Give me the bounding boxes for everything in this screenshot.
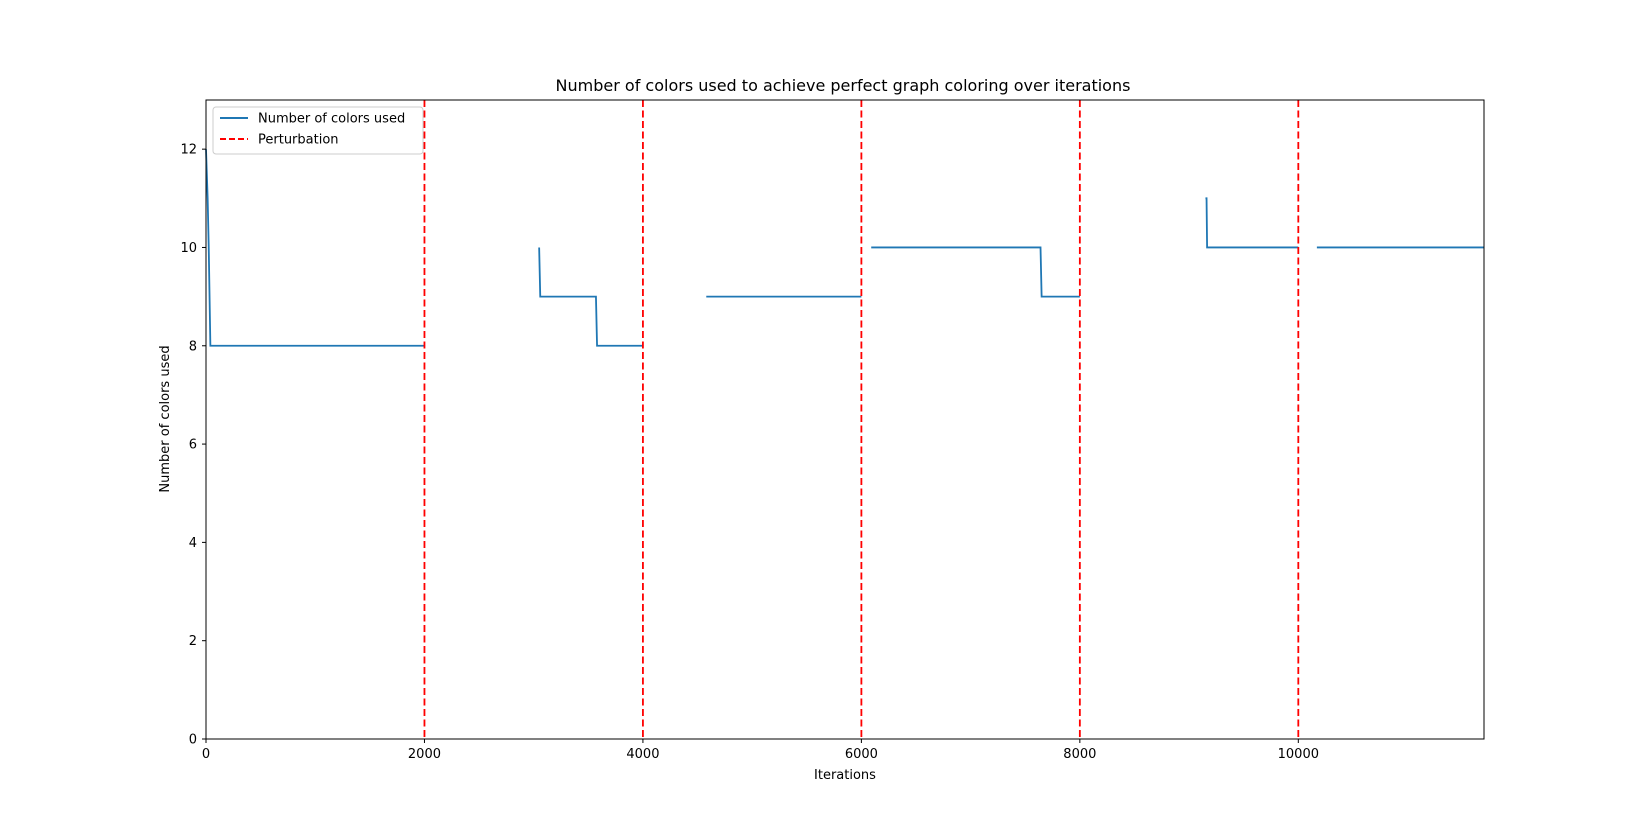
series-line-segment-4 [871, 246, 1080, 298]
perturbation-layer [423, 100, 1300, 739]
series-line-segment-1 [205, 149, 425, 347]
legend-label-colors-used: Number of colors used [258, 112, 405, 127]
x-tick-label: 0 [202, 747, 210, 762]
x-tick-label: 8000 [1063, 747, 1096, 762]
chart-title: Number of colors used to achieve perfect… [556, 76, 1131, 95]
series-layer [205, 149, 1484, 347]
plot-area [205, 99, 1485, 740]
x-tick-label: 10000 [1278, 747, 1319, 762]
y-axis-label: Number of colors used [158, 345, 173, 492]
y-tick-label: 0 [189, 733, 197, 748]
y-tick-label: 6 [189, 438, 197, 453]
y-axis: 0 2 4 6 8 10 12 [180, 143, 206, 748]
y-tick-label: 10 [180, 241, 197, 256]
legend-box [212, 106, 424, 155]
series-line-segment-2 [538, 247, 643, 347]
series-line-segment-5 [1205, 197, 1299, 249]
x-axis: 0 2000 4000 6000 8000 10000 [202, 739, 1319, 762]
legend: Number of colors used Perturbation [212, 106, 424, 155]
x-tick-label: 6000 [845, 747, 878, 762]
y-tick-label: 2 [189, 634, 197, 649]
legend-label-perturbation: Perturbation [258, 133, 339, 148]
y-tick-label: 8 [189, 339, 197, 354]
y-tick-label: 4 [189, 536, 197, 551]
plot-frame [205, 99, 1485, 740]
x-axis-label: Iterations [814, 768, 876, 783]
x-tick-label: 4000 [626, 747, 659, 762]
x-tick-label: 2000 [408, 747, 441, 762]
y-tick-label: 12 [180, 143, 197, 158]
